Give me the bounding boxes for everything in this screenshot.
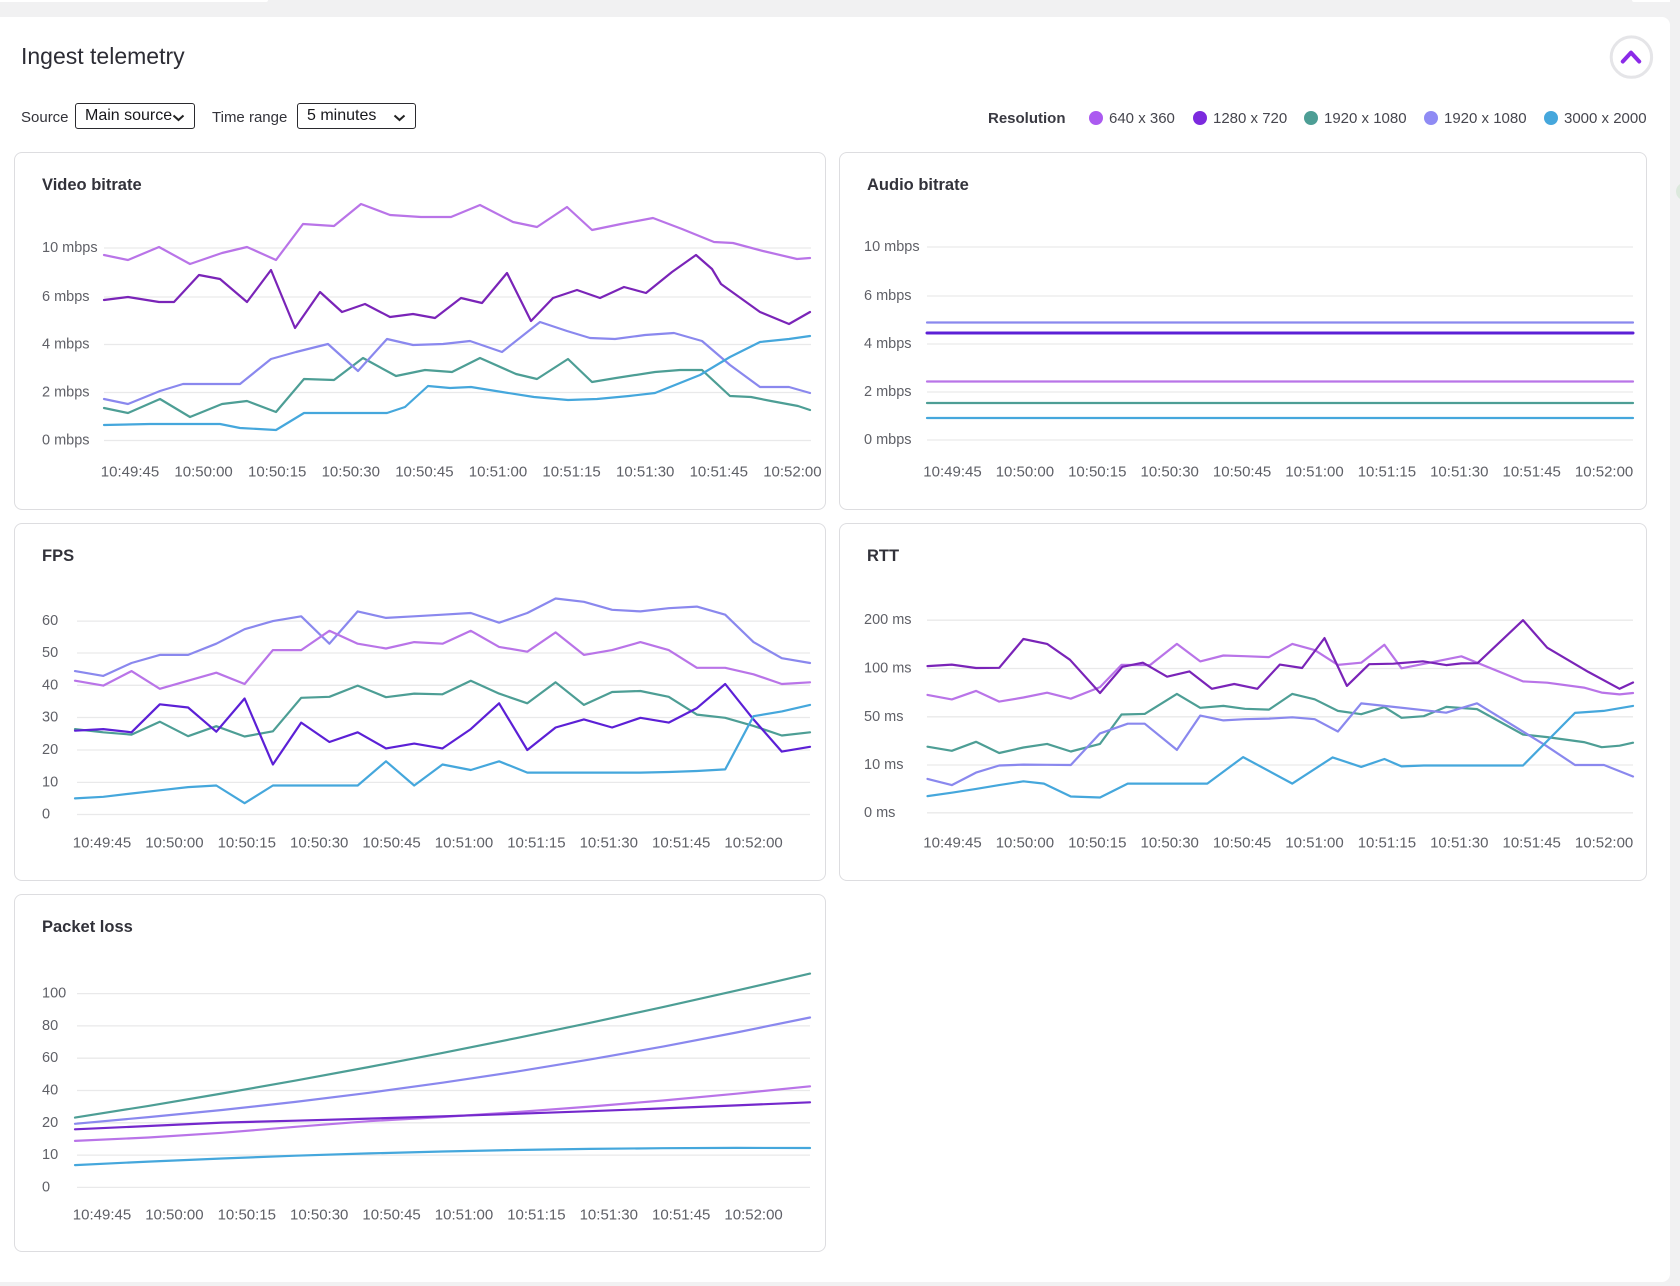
svg-text:10:50:00: 10:50:00 bbox=[996, 835, 1054, 852]
svg-text:Video bitrate: Video bitrate bbox=[42, 176, 142, 194]
svg-text:2 mbps: 2 mbps bbox=[864, 384, 912, 400]
svg-text:10 mbps: 10 mbps bbox=[42, 240, 98, 256]
svg-text:10:50:30: 10:50:30 bbox=[1141, 464, 1199, 481]
svg-text:10:51:00: 10:51:00 bbox=[1285, 835, 1343, 852]
svg-text:10:50:00: 10:50:00 bbox=[174, 464, 232, 481]
svg-text:10:51:15: 10:51:15 bbox=[507, 835, 565, 852]
svg-text:10:52:00: 10:52:00 bbox=[763, 464, 821, 481]
svg-text:10:50:30: 10:50:30 bbox=[322, 464, 380, 481]
svg-text:10:52:00: 10:52:00 bbox=[1575, 464, 1633, 481]
svg-text:50 ms: 50 ms bbox=[864, 709, 904, 725]
svg-text:60: 60 bbox=[42, 613, 58, 629]
svg-text:40: 40 bbox=[42, 1083, 58, 1099]
svg-text:4 mbps: 4 mbps bbox=[864, 336, 912, 352]
svg-text:0 mbps: 0 mbps bbox=[42, 433, 90, 449]
svg-text:40: 40 bbox=[42, 677, 58, 693]
svg-text:10:52:00: 10:52:00 bbox=[724, 835, 782, 852]
svg-text:10:50:45: 10:50:45 bbox=[362, 1207, 420, 1224]
svg-text:10:49:45: 10:49:45 bbox=[73, 835, 131, 852]
svg-text:10:49:45: 10:49:45 bbox=[923, 464, 981, 481]
svg-text:10:50:00: 10:50:00 bbox=[145, 835, 203, 852]
svg-text:10:50:45: 10:50:45 bbox=[362, 835, 420, 852]
svg-text:10:51:15: 10:51:15 bbox=[1358, 464, 1416, 481]
svg-text:10: 10 bbox=[42, 1147, 58, 1163]
svg-text:10:51:15: 10:51:15 bbox=[542, 464, 600, 481]
svg-text:10:51:45: 10:51:45 bbox=[1503, 464, 1561, 481]
svg-text:10 mbps: 10 mbps bbox=[864, 239, 920, 255]
svg-text:10:51:30: 10:51:30 bbox=[580, 835, 638, 852]
svg-text:0 ms: 0 ms bbox=[864, 805, 895, 821]
svg-text:6 mbps: 6 mbps bbox=[42, 289, 90, 305]
svg-text:10:51:30: 10:51:30 bbox=[616, 464, 674, 481]
svg-text:10:50:30: 10:50:30 bbox=[1141, 835, 1199, 852]
svg-text:10:51:00: 10:51:00 bbox=[435, 1207, 493, 1224]
svg-text:10:50:30: 10:50:30 bbox=[290, 1207, 348, 1224]
svg-text:FPS: FPS bbox=[42, 547, 74, 565]
svg-text:10:51:15: 10:51:15 bbox=[507, 1207, 565, 1224]
svg-text:10:50:45: 10:50:45 bbox=[1213, 464, 1271, 481]
svg-text:10:50:15: 10:50:15 bbox=[218, 1207, 276, 1224]
svg-text:20: 20 bbox=[42, 742, 58, 758]
svg-text:10:51:45: 10:51:45 bbox=[1503, 835, 1561, 852]
svg-text:6 mbps: 6 mbps bbox=[864, 288, 912, 304]
svg-text:10:50:15: 10:50:15 bbox=[248, 464, 306, 481]
svg-text:10:50:45: 10:50:45 bbox=[395, 464, 453, 481]
svg-text:10:51:30: 10:51:30 bbox=[1430, 835, 1488, 852]
svg-text:4 mbps: 4 mbps bbox=[42, 337, 90, 353]
svg-text:10 ms: 10 ms bbox=[864, 757, 904, 773]
svg-text:10:51:00: 10:51:00 bbox=[435, 835, 493, 852]
svg-text:10:51:45: 10:51:45 bbox=[690, 464, 748, 481]
svg-text:30: 30 bbox=[42, 710, 58, 726]
svg-text:10:51:45: 10:51:45 bbox=[652, 835, 710, 852]
svg-text:10:52:00: 10:52:00 bbox=[1575, 835, 1633, 852]
svg-text:10:51:00: 10:51:00 bbox=[469, 464, 527, 481]
svg-text:200 ms: 200 ms bbox=[864, 612, 912, 628]
svg-text:0 mbps: 0 mbps bbox=[864, 432, 912, 448]
svg-text:0: 0 bbox=[42, 807, 50, 823]
svg-text:10:51:30: 10:51:30 bbox=[1430, 464, 1488, 481]
svg-text:10:50:45: 10:50:45 bbox=[1213, 835, 1271, 852]
svg-text:10:51:00: 10:51:00 bbox=[1285, 464, 1343, 481]
svg-text:10:50:15: 10:50:15 bbox=[1068, 464, 1126, 481]
svg-text:60: 60 bbox=[42, 1050, 58, 1066]
svg-text:10:50:30: 10:50:30 bbox=[290, 835, 348, 852]
svg-text:10:49:45: 10:49:45 bbox=[101, 464, 159, 481]
svg-text:10:52:00: 10:52:00 bbox=[724, 1207, 782, 1224]
svg-text:RTT: RTT bbox=[867, 547, 899, 565]
svg-text:10:50:15: 10:50:15 bbox=[218, 835, 276, 852]
svg-text:20: 20 bbox=[42, 1115, 58, 1131]
svg-text:10:49:45: 10:49:45 bbox=[73, 1207, 131, 1224]
svg-text:Packet loss: Packet loss bbox=[42, 918, 133, 936]
svg-text:10:50:00: 10:50:00 bbox=[145, 1207, 203, 1224]
svg-text:80: 80 bbox=[42, 1018, 58, 1034]
svg-text:100 ms: 100 ms bbox=[864, 661, 912, 677]
svg-text:10: 10 bbox=[42, 774, 58, 790]
svg-text:10:50:00: 10:50:00 bbox=[996, 464, 1054, 481]
svg-text:10:49:45: 10:49:45 bbox=[923, 835, 981, 852]
svg-text:Audio bitrate: Audio bitrate bbox=[867, 176, 969, 194]
svg-text:10:51:30: 10:51:30 bbox=[580, 1207, 638, 1224]
svg-text:10:51:15: 10:51:15 bbox=[1358, 835, 1416, 852]
svg-text:2 mbps: 2 mbps bbox=[42, 385, 90, 401]
svg-text:10:50:15: 10:50:15 bbox=[1068, 835, 1126, 852]
svg-text:0: 0 bbox=[42, 1179, 50, 1195]
svg-text:100: 100 bbox=[42, 986, 66, 1002]
svg-text:50: 50 bbox=[42, 645, 58, 661]
svg-text:10:51:45: 10:51:45 bbox=[652, 1207, 710, 1224]
